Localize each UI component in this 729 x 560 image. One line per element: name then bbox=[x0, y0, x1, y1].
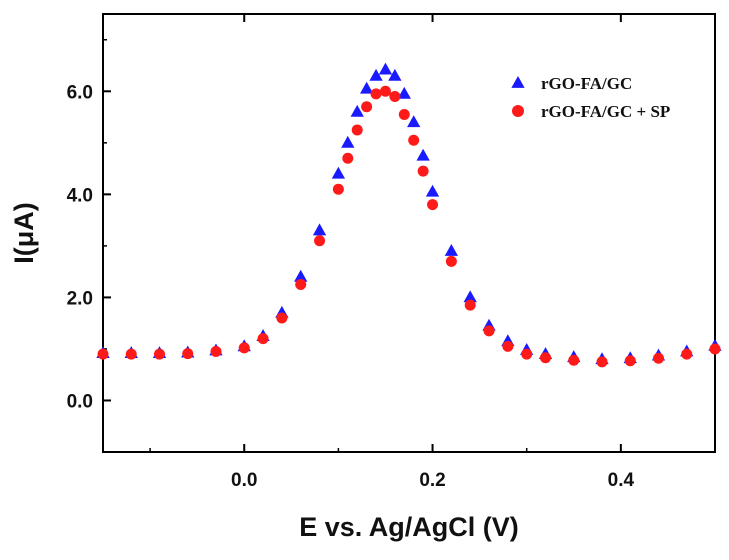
data-point-triangle bbox=[312, 223, 327, 236]
plot-frame bbox=[102, 13, 716, 453]
data-point-circle bbox=[351, 124, 363, 136]
data-point-circle bbox=[681, 348, 693, 360]
y-tick-label: 6.0 bbox=[67, 82, 93, 103]
data-point-circle bbox=[342, 152, 354, 164]
legend-marker-triangle bbox=[511, 76, 525, 88]
data-point-circle bbox=[653, 352, 665, 364]
data-point-triangle bbox=[444, 244, 459, 256]
data-point-circle bbox=[361, 101, 373, 113]
data-point-triangle bbox=[397, 86, 411, 99]
data-point-circle bbox=[257, 333, 269, 345]
data-point-circle bbox=[427, 199, 439, 211]
data-point-circle bbox=[624, 355, 636, 367]
data-point-circle bbox=[125, 348, 137, 360]
data-point-circle bbox=[153, 348, 165, 360]
data-point-circle bbox=[464, 299, 476, 311]
data-series bbox=[96, 62, 722, 368]
data-point-circle bbox=[314, 235, 326, 247]
data-point-circle bbox=[398, 108, 410, 120]
x-axis-title: E vs. Ag/AgCl (V) bbox=[299, 512, 519, 542]
legend-label: rGO-FA/GC + SP bbox=[541, 102, 670, 121]
y-tick-label: 0.0 bbox=[67, 391, 93, 412]
data-point-circle bbox=[379, 85, 391, 97]
data-point-circle bbox=[97, 348, 109, 360]
data-point-circle bbox=[389, 90, 401, 102]
data-point-circle bbox=[332, 183, 344, 195]
data-point-circle bbox=[408, 134, 420, 146]
data-point-circle bbox=[483, 325, 495, 337]
legend-marker-circle bbox=[512, 105, 524, 117]
legend: rGO-FA/GC rGO-FA/GC + SP bbox=[511, 74, 670, 121]
tick-labels: 0.0 0.2 0.4 0.0 2.0 4.0 6.0 bbox=[67, 82, 635, 491]
x-tick-label: 0.0 bbox=[231, 470, 257, 491]
data-point-circle bbox=[210, 346, 222, 358]
data-point-triangle bbox=[388, 68, 402, 81]
data-point-circle bbox=[370, 88, 382, 100]
x-tick-label: 0.2 bbox=[419, 470, 445, 491]
data-point-circle bbox=[182, 348, 194, 360]
data-point-circle bbox=[568, 354, 580, 366]
series-2 bbox=[97, 85, 721, 368]
data-point-circle bbox=[521, 348, 533, 360]
y-tick-label: 2.0 bbox=[67, 288, 93, 309]
data-point-triangle bbox=[350, 104, 364, 117]
axis-ticks bbox=[103, 14, 622, 453]
data-point-triangle bbox=[369, 68, 383, 81]
data-point-triangle bbox=[416, 148, 430, 161]
legend-label: rGO-FA/GC bbox=[541, 74, 632, 93]
data-point-triangle bbox=[407, 115, 421, 128]
x-tick-label: 0.4 bbox=[608, 470, 635, 491]
data-point-circle bbox=[276, 312, 288, 324]
y-tick-label: 4.0 bbox=[67, 185, 93, 206]
data-point-triangle bbox=[378, 62, 393, 75]
data-point-triangle bbox=[331, 166, 346, 179]
data-point-circle bbox=[417, 165, 429, 177]
data-point-circle bbox=[596, 356, 608, 368]
data-point-circle bbox=[540, 352, 552, 364]
data-point-circle bbox=[295, 279, 307, 291]
y-axis-title: I(μA) bbox=[9, 202, 39, 264]
data-point-triangle bbox=[425, 184, 440, 197]
data-point-circle bbox=[238, 342, 250, 354]
data-point-triangle bbox=[341, 135, 355, 148]
data-point-circle bbox=[709, 343, 721, 355]
data-point-triangle bbox=[294, 269, 308, 282]
data-point-triangle bbox=[359, 81, 374, 94]
data-point-circle bbox=[502, 340, 514, 352]
data-point-circle bbox=[445, 255, 457, 267]
data-point-triangle bbox=[463, 290, 477, 303]
